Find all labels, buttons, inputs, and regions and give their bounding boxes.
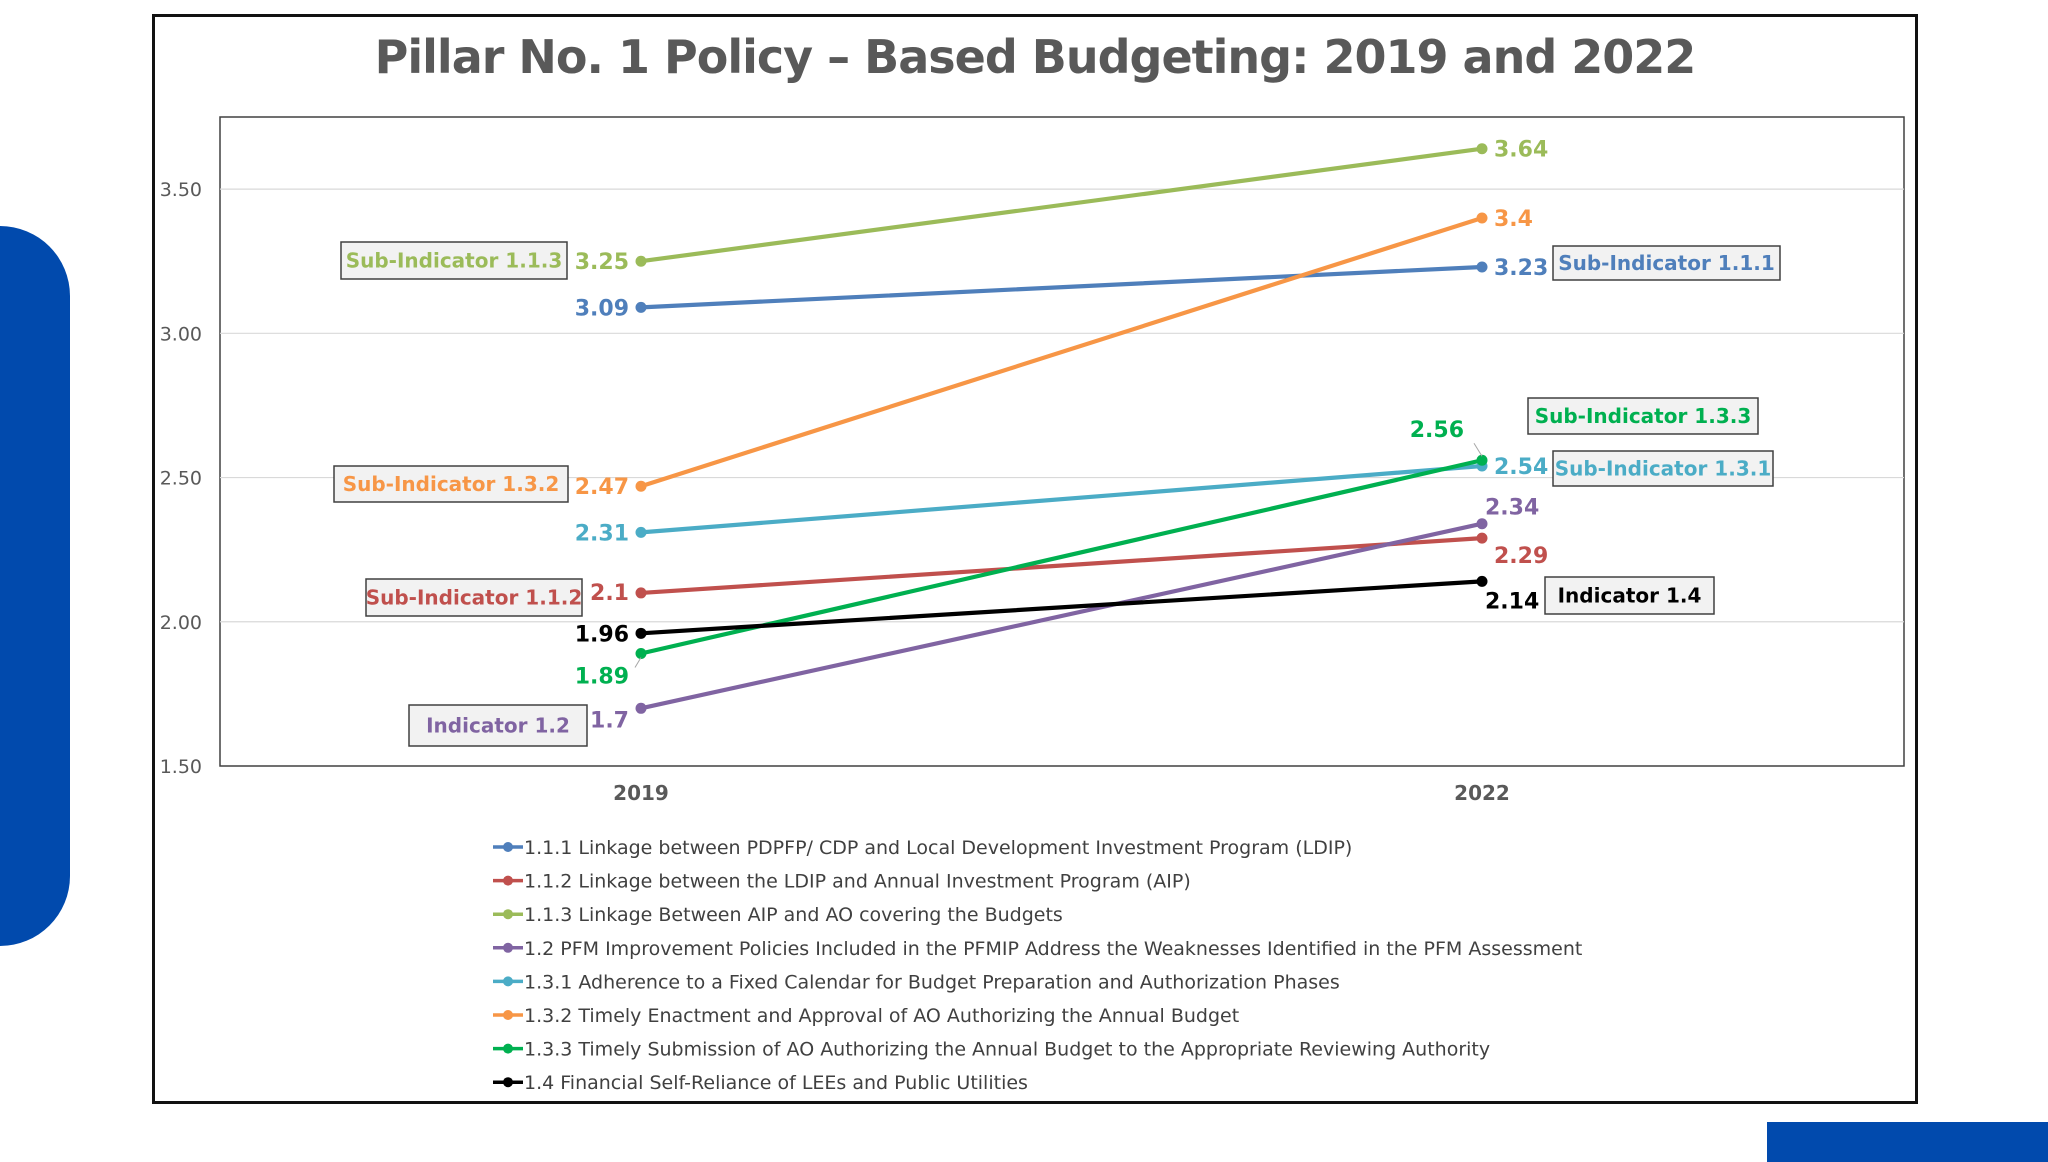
series-callout-label: Indicator 1.4 bbox=[1558, 584, 1702, 608]
y-tick-label: 1.50 bbox=[160, 756, 202, 778]
series-callout-label: Sub-Indicator 1.1.3 bbox=[346, 249, 563, 273]
data-point bbox=[1476, 575, 1488, 587]
series-callout-label: Sub-Indicator 1.3.3 bbox=[1535, 404, 1752, 428]
legend-marker bbox=[503, 1077, 513, 1088]
data-label: 2.31 bbox=[575, 521, 629, 546]
data-label: 3.09 bbox=[575, 296, 629, 321]
legend-entry: 1.4 Financial Self-Reliance of LEEs and … bbox=[524, 1072, 1028, 1094]
chart-title: Pillar No. 1 Policy – Based Budgeting: 2… bbox=[374, 30, 1697, 84]
series-callout-box bbox=[333, 465, 569, 503]
legend-entry: 1.2 PFM Improvement Policies Included in… bbox=[524, 938, 1582, 960]
legend-entry: 1.1.3 Linkage Between AIP and AO coverin… bbox=[524, 904, 1063, 926]
series-callout-label: Sub-Indicator 1.1.2 bbox=[366, 586, 583, 610]
legend-marker bbox=[503, 1043, 513, 1054]
data-point bbox=[1476, 212, 1488, 224]
y-tick-label: 2.00 bbox=[160, 612, 202, 634]
data-label: 2.1 bbox=[590, 581, 629, 606]
series-line bbox=[638, 264, 1485, 310]
data-label: 1.89 bbox=[575, 665, 629, 690]
y-tick-label: 3.00 bbox=[160, 323, 202, 345]
y-tick-label: 3.50 bbox=[160, 179, 202, 201]
leader-line bbox=[1473, 442, 1483, 457]
legend-entry: 1.3.2 Timely Enactment and Approval of A… bbox=[524, 1005, 1239, 1027]
data-point bbox=[635, 587, 647, 599]
plot-area bbox=[219, 116, 1905, 767]
series-callout-label: Sub-Indicator 1.1.1 bbox=[1558, 251, 1775, 275]
legend-marker bbox=[503, 842, 513, 852]
series-callout-box bbox=[1544, 576, 1715, 615]
series-callout-label: Sub-Indicator 1.3.2 bbox=[343, 472, 560, 496]
series-callout-box bbox=[1552, 245, 1781, 281]
legend-entry: 1.3.1 Adherence to a Fixed Calendar for … bbox=[524, 971, 1340, 993]
series-line bbox=[638, 463, 1485, 535]
data-label: 2.14 bbox=[1485, 589, 1539, 614]
data-label: 1.96 bbox=[575, 622, 629, 647]
legend-marker bbox=[503, 942, 513, 953]
data-point bbox=[635, 255, 647, 267]
data-point bbox=[635, 702, 647, 714]
series-callout-label: Sub-Indicator 1.3.1 bbox=[1555, 457, 1772, 481]
legend-marker bbox=[503, 875, 513, 886]
legend-marker bbox=[503, 976, 513, 987]
series-line bbox=[638, 536, 1485, 596]
data-point bbox=[635, 526, 647, 538]
legend-entry: 1.3.3 Timely Submission of AO Authorizin… bbox=[524, 1039, 1490, 1061]
series-callout-label: Indicator 1.2 bbox=[426, 714, 570, 738]
series-line bbox=[638, 458, 1485, 656]
data-label: 2.34 bbox=[1485, 496, 1539, 521]
data-label: 2.47 bbox=[575, 475, 629, 500]
data-label: 2.29 bbox=[1494, 544, 1548, 569]
data-label: 2.54 bbox=[1494, 455, 1548, 480]
series-line bbox=[638, 215, 1485, 489]
data-point bbox=[1476, 143, 1488, 155]
legend-entry: 1.1.1 Linkage between PDPFP/ CDP and Loc… bbox=[524, 837, 1352, 859]
chart-frame bbox=[152, 14, 1918, 1104]
data-point bbox=[1476, 454, 1488, 466]
data-label: 3.64 bbox=[1494, 138, 1548, 163]
series-line bbox=[638, 146, 1485, 264]
data-point bbox=[635, 627, 647, 639]
data-point bbox=[635, 301, 647, 313]
legend-marker bbox=[503, 909, 513, 920]
data-label: 3.23 bbox=[1494, 256, 1548, 281]
data-label: 1.7 bbox=[590, 708, 629, 733]
y-tick-label: 2.50 bbox=[160, 468, 202, 490]
series-callout-box bbox=[1552, 450, 1774, 487]
data-label: 2.56 bbox=[1410, 418, 1464, 443]
legend-entry: 1.1.2 Linkage between the LDIP and Annua… bbox=[524, 871, 1191, 893]
data-point bbox=[1476, 532, 1488, 544]
data-label: 3.4 bbox=[1494, 207, 1533, 232]
leader-line bbox=[634, 657, 642, 668]
series-callout-box bbox=[340, 241, 568, 280]
x-tick-label: 2022 bbox=[1454, 781, 1510, 805]
data-point bbox=[1476, 518, 1488, 530]
data-point bbox=[1476, 261, 1488, 273]
legend-marker bbox=[503, 1010, 513, 1020]
decorative-blue-shape-left bbox=[0, 226, 70, 946]
series-line bbox=[638, 521, 1485, 711]
data-point bbox=[635, 648, 647, 660]
data-point bbox=[635, 480, 647, 492]
series-line bbox=[638, 579, 1485, 636]
series-callout-box bbox=[408, 704, 588, 747]
data-label: 3.25 bbox=[575, 250, 629, 275]
series-callout-box bbox=[365, 578, 583, 617]
x-tick-label: 2019 bbox=[613, 781, 669, 805]
series-callout-box bbox=[1527, 397, 1759, 435]
